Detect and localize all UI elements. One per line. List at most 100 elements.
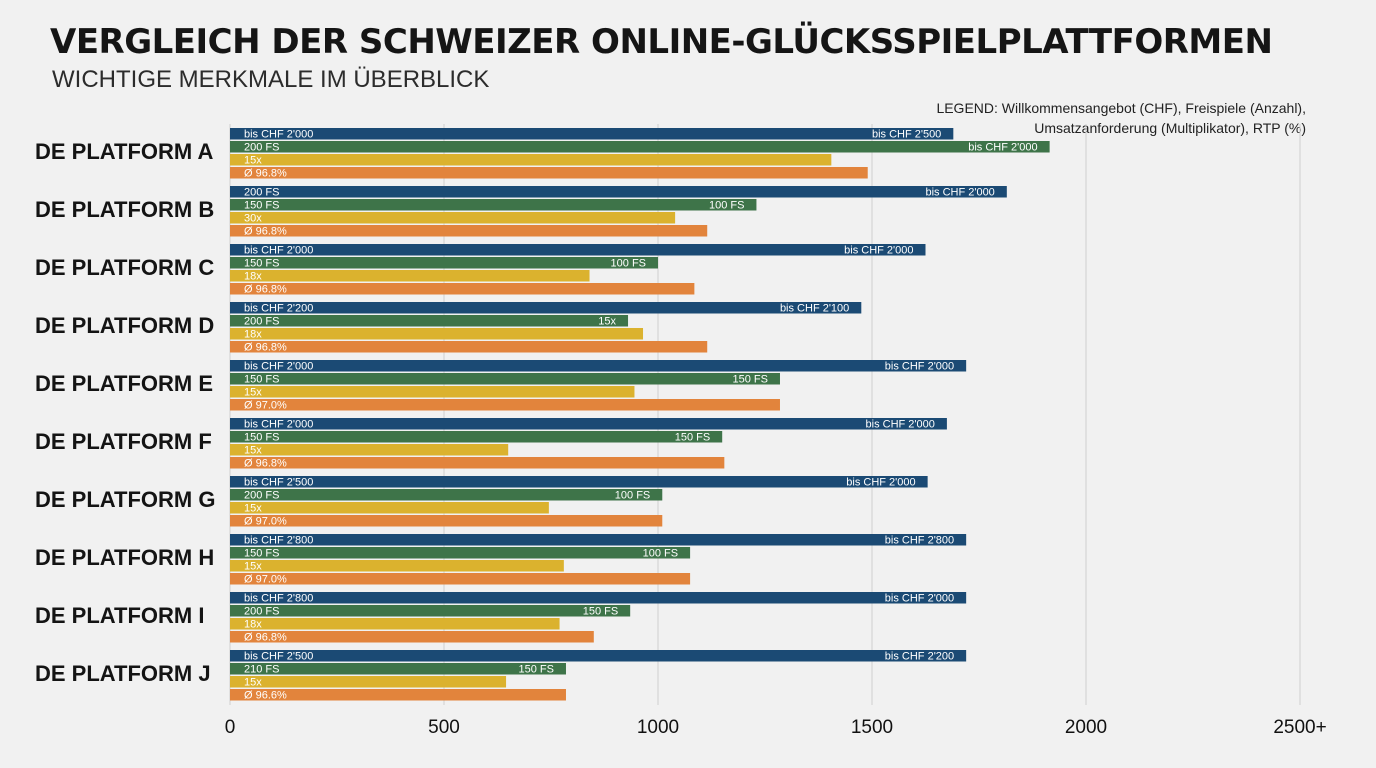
x-tick-label: 2000 — [1065, 717, 1107, 738]
bar-value-label: 150 FS — [244, 432, 279, 444]
bar — [230, 573, 691, 585]
bar-end-label: bis CHF 2'000 — [968, 142, 1037, 154]
bar — [230, 547, 691, 559]
bar — [230, 399, 780, 411]
bar — [230, 186, 1007, 198]
bar-value-label: 150 FS — [244, 200, 279, 212]
bar-value-label: 200 FS — [244, 316, 279, 328]
bar — [230, 431, 723, 443]
category-label: DE PLATFORM J — [35, 661, 211, 686]
bar — [230, 676, 507, 688]
category-label: DE PLATFORM G — [35, 487, 215, 512]
category-label: DE PLATFORM C — [35, 255, 214, 280]
bar — [230, 663, 566, 675]
bar-value-label: 30x — [244, 213, 262, 225]
bar — [230, 605, 631, 617]
bar-value-label: Ø 96.8% — [244, 458, 287, 470]
bar — [230, 689, 566, 701]
bar — [230, 257, 658, 269]
bar-value-label: 15x — [244, 561, 262, 573]
bar — [230, 418, 947, 430]
bar-value-label: 200 FS — [244, 142, 279, 154]
bar-value-label: Ø 96.8% — [244, 226, 287, 238]
bar-value-label: bis CHF 2'500 — [244, 651, 313, 663]
bar-end-label: bis CHF 2'100 — [780, 303, 849, 315]
bar-value-label: 15x — [244, 155, 262, 167]
bar-end-label: 100 FS — [615, 490, 650, 502]
bar — [230, 154, 832, 166]
bar — [230, 386, 635, 398]
bar-value-label: 15x — [244, 503, 262, 515]
chart-title: VERGLEICH DER SCHWEIZER ONLINE-GLÜCKSSPI… — [50, 22, 1273, 62]
bar-value-label: 18x — [244, 619, 262, 631]
bar — [230, 199, 757, 211]
bar — [230, 631, 594, 643]
bar-end-label: bis CHF 2'000 — [925, 187, 994, 199]
bar-value-label: 210 FS — [244, 664, 279, 676]
bar-value-label: 18x — [244, 329, 262, 341]
bar-end-label: 150 FS — [733, 374, 768, 386]
category-label: DE PLATFORM A — [35, 139, 214, 164]
x-tick-label: 0 — [225, 717, 236, 738]
bar — [230, 444, 509, 456]
bar — [230, 225, 708, 237]
x-tick-label: 1500 — [851, 717, 893, 738]
bar — [230, 212, 676, 224]
bar-value-label: Ø 97.0% — [244, 400, 287, 412]
bar-end-label: 100 FS — [643, 548, 678, 560]
bar-value-label: 18x — [244, 271, 262, 283]
bar — [230, 302, 862, 314]
bar-end-label: bis CHF 2'500 — [872, 129, 941, 141]
bar — [230, 489, 663, 501]
bar — [230, 476, 928, 488]
bar-end-label: bis CHF 2'000 — [846, 477, 915, 489]
category-label: DE PLATFORM I — [35, 603, 204, 628]
bar-value-label: bis CHF 2'800 — [244, 535, 313, 547]
bar — [230, 128, 954, 140]
bar-end-label: bis CHF 2'000 — [866, 419, 935, 431]
category-label: DE PLATFORM F — [35, 429, 212, 454]
bar-end-label: 15x — [598, 316, 616, 328]
bar-value-label: bis CHF 2'000 — [244, 129, 313, 141]
bar — [230, 373, 780, 385]
bar — [230, 244, 926, 256]
bar — [230, 328, 644, 340]
bar-value-label: Ø 96.8% — [244, 284, 287, 296]
bar — [230, 167, 868, 179]
bar — [230, 341, 708, 353]
bar-value-label: 200 FS — [244, 187, 279, 199]
bar-value-label: 200 FS — [244, 606, 279, 618]
category-label: DE PLATFORM H — [35, 545, 214, 570]
grid-lines — [229, 124, 1301, 705]
bar — [230, 592, 967, 604]
bar-value-label: Ø 96.6% — [244, 690, 287, 702]
chart-subtitle: WICHTIGE MERKMALE IM ÜBERBLICK — [52, 66, 490, 93]
bar-value-label: 15x — [244, 677, 262, 689]
bar-value-label: Ø 97.0% — [244, 516, 287, 528]
bar-value-label: bis CHF 2'000 — [244, 245, 313, 257]
bar-end-label: bis CHF 2'800 — [885, 535, 954, 547]
bar-value-label: 200 FS — [244, 490, 279, 502]
bar-end-label: bis CHF 2'000 — [885, 593, 954, 605]
category-label: DE PLATFORM B — [35, 197, 214, 222]
x-tick-label: 1000 — [637, 717, 679, 738]
x-tick-label: 500 — [428, 717, 460, 738]
bar-value-label: bis CHF 2'000 — [244, 419, 313, 431]
bar — [230, 270, 590, 282]
bar-value-label: bis CHF 2'800 — [244, 593, 313, 605]
bar-value-label: Ø 96.8% — [244, 342, 287, 354]
bar — [230, 515, 663, 527]
bar — [230, 650, 967, 662]
bar-end-label: 100 FS — [709, 200, 744, 212]
bar — [230, 457, 725, 469]
bar-end-label: 150 FS — [519, 664, 554, 676]
bar — [230, 534, 967, 546]
category-labels: DE PLATFORM A DE PLATFORM B DE PLATFORM C D… — [35, 139, 215, 686]
x-axis-ticks: 0 500 1000 1500 2000 2500+ — [225, 717, 1327, 738]
bar — [230, 502, 549, 514]
bar-value-label: Ø 96.8% — [244, 632, 287, 644]
bar — [230, 618, 560, 630]
bar-value-label: bis CHF 2'000 — [244, 361, 313, 373]
